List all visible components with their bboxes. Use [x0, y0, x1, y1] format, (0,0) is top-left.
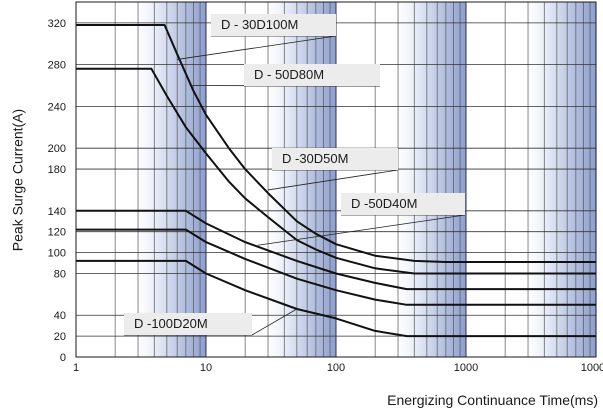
y-tick-label: 0: [60, 352, 66, 364]
plot-frame: [75, 1, 597, 358]
series-line-2: [76, 209, 596, 291]
callout-box-1: [244, 64, 380, 86]
y-tick-label: 20: [54, 331, 66, 343]
shaded-band: [519, 2, 596, 357]
series-line-0: [76, 24, 596, 263]
y-tick-label: 40: [54, 310, 66, 322]
series-label-0: D - 30D100M: [221, 17, 298, 32]
series-label-3: D -50D40M: [351, 196, 417, 211]
y-tick-label: 120: [48, 227, 66, 239]
x-tick-label: 10: [200, 362, 212, 374]
y-tick-label: 80: [54, 268, 66, 280]
tick-labels: 0 20 40 80 100 120 140 180 200 240 280 320 1 10 100 100…: [48, 18, 603, 374]
series-label-2: D -30D50M: [282, 151, 348, 166]
y-tick-label: 240: [48, 101, 66, 113]
y-tick-label: 140: [48, 206, 66, 218]
series-callouts: D - 30D100M D - 50D80M D -30D50M D -50D40M D…: [124, 14, 466, 336]
y-tick-label: 200: [48, 143, 66, 155]
y-tick-label: 280: [48, 60, 66, 72]
series-line-4: [76, 259, 596, 338]
grid: [76, 2, 596, 357]
y-tick-label: 180: [48, 164, 66, 176]
callout-leader-2: [267, 169, 399, 191]
series-line-1: [76, 67, 596, 275]
callout-leader-0: [177, 35, 337, 60]
callout-box-0: [211, 14, 336, 36]
callout-box-2: [272, 148, 398, 170]
series-label-1: D - 50D80M: [254, 67, 324, 82]
x-tick-label: 1: [73, 362, 79, 374]
shaded-band: [259, 2, 336, 357]
series-label-4: D -100D20M: [134, 316, 208, 331]
callout-leader-3: [257, 214, 466, 246]
callout-box-3: [341, 193, 465, 215]
series-line-3: [76, 228, 596, 306]
x-axis-title: Energizing Continuance Time(ms): [387, 392, 598, 408]
y-tick-label: 100: [48, 248, 66, 260]
callout-leader-4: [251, 308, 298, 336]
callout-box-4: [124, 313, 252, 335]
y-tick-label: 320: [48, 18, 66, 30]
series-lines: [76, 24, 596, 338]
shaded-band: [129, 2, 206, 357]
x-tick-label: 100: [327, 362, 345, 374]
y-axis-title: Peak Surge Current(A): [10, 109, 26, 251]
x-tick-label: 1000: [454, 362, 478, 374]
x-tick-label: 10000: [581, 362, 603, 374]
